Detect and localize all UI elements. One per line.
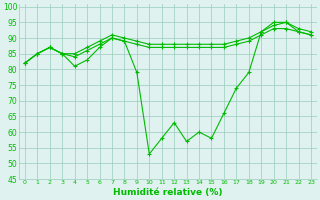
X-axis label: Humidité relative (%): Humidité relative (%) [113,188,223,197]
